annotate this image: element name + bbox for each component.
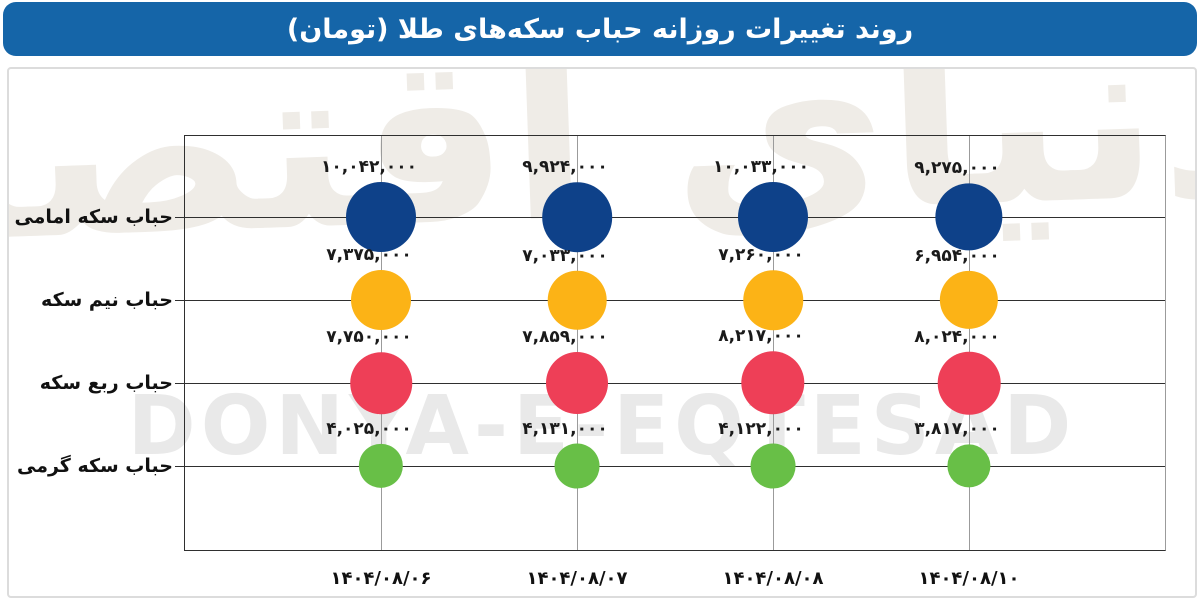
y-axis-tick xyxy=(175,216,185,218)
data-bubble xyxy=(554,443,600,489)
data-value-label: ۷,۸۵۹,۰۰۰ xyxy=(522,327,608,347)
data-value-label: ۷,۰۳۳,۰۰۰ xyxy=(522,246,608,266)
data-bubble xyxy=(547,270,607,330)
chart-panel: دنیای اقتصاد DONYA-E-EQTESAD حباب سکه ام… xyxy=(7,67,1197,598)
horizontal-gridline xyxy=(185,465,1165,467)
data-bubble xyxy=(350,352,412,414)
row-label: حباب نیم سکه xyxy=(41,289,173,311)
data-bubble xyxy=(750,443,796,489)
horizontal-gridline xyxy=(185,299,1165,301)
vertical-gridline xyxy=(380,136,382,550)
data-bubble xyxy=(351,270,411,330)
data-value-label: ۴,۰۲۵,۰۰۰ xyxy=(326,419,412,439)
data-bubble xyxy=(741,351,805,415)
horizontal-gridline xyxy=(185,216,1165,218)
data-value-label: ۹,۹۲۴,۰۰۰ xyxy=(522,157,608,177)
x-axis-date-label: ۱۴۰۴/۰۸/۰۶ xyxy=(330,568,432,589)
data-value-label: ۸,۰۲۴,۰۰۰ xyxy=(914,327,1000,347)
data-bubble xyxy=(546,352,608,414)
data-value-label: ۷,۳۷۵,۰۰۰ xyxy=(326,245,412,265)
data-value-label: ۱۰,۰۴۲,۰۰۰ xyxy=(321,157,417,177)
data-value-label: ۳,۸۱۷,۰۰۰ xyxy=(914,419,1000,439)
data-value-label: ۹,۲۷۵,۰۰۰ xyxy=(914,158,1000,178)
data-value-label: ۱۰,۰۳۳,۰۰۰ xyxy=(713,157,809,177)
data-bubble xyxy=(937,351,1001,415)
data-value-label: ۷,۷۵۰,۰۰۰ xyxy=(326,327,412,347)
data-bubble xyxy=(743,270,803,330)
y-axis-tick xyxy=(175,382,185,384)
x-axis-date-label: ۱۴۰۴/۰۸/۱۰ xyxy=(918,568,1020,589)
chart-title: روند تغییرات روزانه حباب سکه‌های طلا (تو… xyxy=(286,13,914,45)
horizontal-gridline xyxy=(185,382,1165,384)
data-value-label: ۶,۹۵۴,۰۰۰ xyxy=(914,246,1000,266)
data-bubble xyxy=(939,270,999,330)
plot-area: حباب سکه امامی ۱۰,۰۴۲,۰۰۰ ۹,۹۲۴,۰۰۰ ۱۰,۰۳۳,… xyxy=(14,135,1166,589)
data-value-label: ۸,۲۱۷,۰۰۰ xyxy=(718,326,804,346)
vertical-gridline xyxy=(772,136,774,550)
y-axis-tick xyxy=(175,465,185,467)
data-bubble xyxy=(346,182,416,252)
title-banner: روند تغییرات روزانه حباب سکه‌های طلا (تو… xyxy=(3,2,1197,56)
data-bubble xyxy=(358,443,404,489)
vertical-gridline xyxy=(576,136,578,550)
y-axis-tick xyxy=(175,299,185,301)
vertical-gridline xyxy=(968,136,970,550)
data-value-label: ۴,۱۳۱,۰۰۰ xyxy=(522,419,608,439)
data-bubble xyxy=(738,182,808,252)
x-axis-date-label: ۱۴۰۴/۰۸/۰۷ xyxy=(526,568,628,589)
data-bubble xyxy=(542,182,612,252)
x-axis-date-label: ۱۴۰۴/۰۸/۰۸ xyxy=(722,568,824,589)
data-value-label: ۴,۱۲۲,۰۰۰ xyxy=(718,419,804,439)
row-label: حباب سکه گرمی xyxy=(16,455,173,477)
data-value-label: ۷,۲۶۰,۰۰۰ xyxy=(718,245,804,265)
data-bubble xyxy=(947,444,991,488)
row-label: حباب سکه امامی xyxy=(14,206,173,228)
data-bubble xyxy=(935,183,1003,251)
row-label: حباب ربع سکه xyxy=(39,372,173,394)
